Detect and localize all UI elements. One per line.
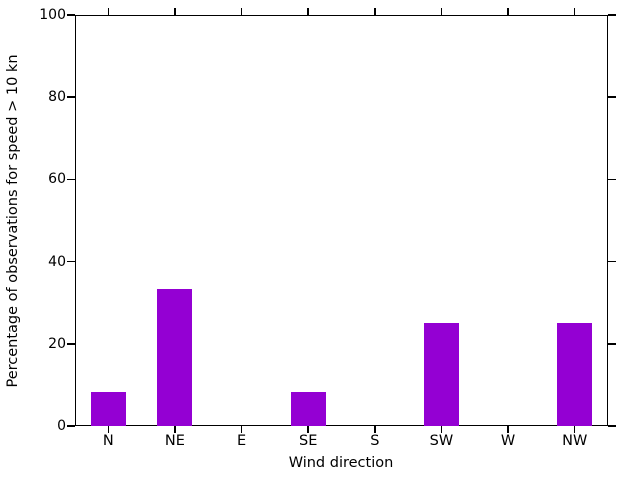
y-tick-label: 100	[39, 7, 66, 23]
x-tick-label-SW: SW	[429, 433, 454, 449]
x-tick-bottom	[240, 426, 243, 433]
x-tick-label-E: E	[236, 433, 247, 449]
bar-SW	[423, 323, 459, 426]
x-tick-label-S: S	[370, 433, 380, 449]
y-tick-right	[608, 14, 616, 16]
plot-area	[75, 15, 608, 426]
bar-N	[90, 391, 126, 426]
y-tick-label: 40	[48, 253, 66, 270]
y-tick-left	[67, 343, 75, 345]
x-tick-label-NW: NW	[562, 433, 588, 449]
x-tick-top	[307, 8, 309, 15]
x-tick-label-SE: SE	[299, 433, 318, 449]
x-tick-top	[174, 8, 176, 15]
x-tick-bottom	[107, 426, 110, 433]
y-tick-right	[608, 425, 616, 427]
x-tick-top	[573, 8, 576, 15]
y-tick-label: 60	[48, 171, 66, 188]
y-tick-left	[67, 260, 75, 263]
y-tick-left	[67, 425, 75, 427]
x-tick-top	[374, 8, 376, 15]
y-tick-label: 20	[48, 335, 66, 352]
y-axis-title: Percentage of observations for speed > 1…	[5, 54, 21, 388]
x-tick-label-N: N	[102, 433, 114, 449]
bar-SE	[290, 391, 326, 426]
y-tick-right	[608, 96, 616, 98]
x-axis-title: Wind direction	[288, 455, 394, 471]
x-tick-top	[507, 8, 509, 15]
x-tick-bottom	[374, 426, 376, 433]
y-tick-label: 0	[57, 418, 66, 434]
bar-NE	[157, 289, 193, 426]
x-tick-bottom	[573, 426, 576, 433]
y-tick-left	[67, 96, 75, 98]
y-tick-left	[67, 14, 75, 16]
bar-NW	[557, 323, 593, 426]
x-tick-bottom	[507, 426, 509, 433]
y-tick-label: 80	[48, 89, 66, 106]
x-tick-top	[440, 8, 443, 15]
x-tick-bottom	[174, 426, 176, 433]
x-tick-label-NE: NE	[164, 433, 185, 449]
y-tick-right	[608, 260, 616, 263]
y-tick-right	[608, 178, 616, 181]
x-tick-label-W: W	[500, 433, 516, 449]
y-tick-right	[608, 343, 616, 345]
x-tick-bottom	[307, 426, 309, 433]
x-tick-bottom	[440, 426, 443, 433]
x-tick-top	[240, 8, 243, 15]
y-tick-left	[67, 178, 75, 181]
x-tick-top	[107, 8, 110, 15]
